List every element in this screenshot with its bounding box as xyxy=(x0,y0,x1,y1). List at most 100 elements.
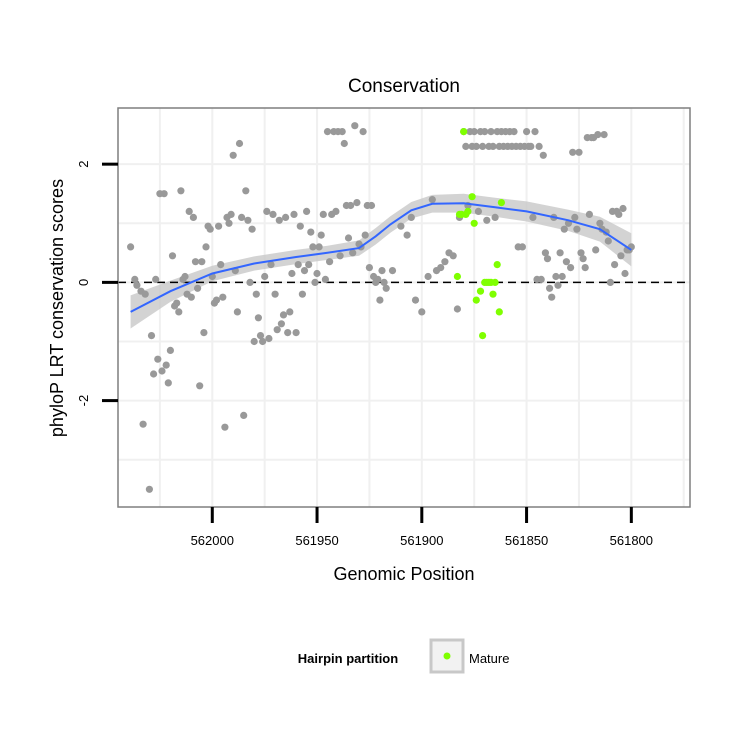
other-point xyxy=(194,284,202,292)
other-point xyxy=(191,258,200,266)
other-point xyxy=(145,485,153,493)
other-point xyxy=(535,142,543,150)
other-point xyxy=(254,314,262,322)
other-point xyxy=(225,219,233,227)
mature-point xyxy=(493,261,501,269)
other-point xyxy=(361,231,369,239)
other-point xyxy=(424,272,432,281)
other-point xyxy=(479,142,487,150)
other-point xyxy=(579,255,587,263)
other-point xyxy=(569,148,577,156)
other-point xyxy=(166,346,174,354)
other-point xyxy=(543,255,552,263)
other-point xyxy=(483,216,491,224)
other-point xyxy=(510,128,518,136)
other-point xyxy=(600,131,608,139)
mature-point xyxy=(470,219,478,227)
other-point xyxy=(554,281,562,289)
other-point xyxy=(336,252,344,260)
other-point xyxy=(267,261,275,269)
other-point xyxy=(531,128,539,136)
other-point xyxy=(571,213,579,221)
other-point xyxy=(581,264,589,272)
other-point xyxy=(546,284,554,292)
other-point xyxy=(238,213,246,221)
other-point xyxy=(160,190,168,198)
panel-border xyxy=(117,107,691,508)
other-point xyxy=(575,148,583,156)
other-point xyxy=(284,329,292,337)
other-point xyxy=(481,128,489,136)
other-point xyxy=(294,261,302,269)
other-point xyxy=(548,293,556,301)
other-point xyxy=(562,258,571,266)
other-point xyxy=(474,207,482,215)
other-point xyxy=(523,128,531,136)
other-point xyxy=(141,290,149,298)
other-point xyxy=(604,237,612,245)
other-point xyxy=(296,222,304,230)
other-point xyxy=(340,139,348,148)
other-point xyxy=(235,139,244,148)
other-point xyxy=(351,122,359,130)
other-point xyxy=(131,275,139,283)
y-axis: -2 0 2 xyxy=(76,161,118,407)
mature-point xyxy=(472,296,480,304)
other-point xyxy=(309,243,317,251)
other-point xyxy=(181,272,189,281)
other-point xyxy=(150,370,158,378)
other-point xyxy=(233,308,241,316)
mature-point xyxy=(453,272,461,281)
other-point xyxy=(300,267,309,275)
legend-label-mature: Mature xyxy=(469,651,509,666)
other-point xyxy=(219,293,227,301)
other-point xyxy=(227,210,235,218)
other-point xyxy=(282,213,290,221)
other-point xyxy=(527,142,535,150)
mature-point xyxy=(468,193,476,201)
mature-point xyxy=(464,207,472,215)
other-point xyxy=(279,311,288,319)
other-point xyxy=(489,142,497,150)
other-point xyxy=(212,296,221,304)
other-point xyxy=(198,258,206,266)
other-point xyxy=(168,252,177,260)
other-point xyxy=(338,128,346,136)
other-point xyxy=(271,290,279,298)
other-point xyxy=(286,308,294,316)
scatter-points xyxy=(127,122,635,493)
other-point xyxy=(529,213,537,221)
other-point xyxy=(470,128,478,136)
other-point xyxy=(611,261,619,269)
mature-point xyxy=(495,308,503,316)
other-point xyxy=(313,269,321,278)
x-tick-label: 561850 xyxy=(505,533,548,548)
other-point xyxy=(215,222,223,230)
other-point xyxy=(265,334,273,343)
y-axis-label: phyloP LRT conservation scores xyxy=(47,179,67,437)
other-point xyxy=(242,187,250,195)
other-point xyxy=(418,308,426,316)
other-point xyxy=(344,234,353,242)
other-point xyxy=(277,320,285,328)
other-point xyxy=(229,151,237,159)
other-point xyxy=(596,219,604,227)
other-point xyxy=(552,272,560,281)
other-point xyxy=(441,258,449,266)
other-point xyxy=(127,243,135,251)
other-point xyxy=(560,225,568,233)
other-point xyxy=(162,361,170,369)
y-tick-label: 0 xyxy=(76,279,91,286)
other-point xyxy=(594,131,602,139)
other-point xyxy=(388,267,397,275)
other-point xyxy=(487,128,495,136)
other-point xyxy=(200,329,208,337)
other-point xyxy=(307,228,315,236)
other-point xyxy=(539,151,547,159)
legend-key-mature-point xyxy=(443,652,451,660)
other-point xyxy=(347,201,355,210)
y-tick-label: -2 xyxy=(76,395,91,407)
other-point xyxy=(621,269,629,278)
mature-point xyxy=(460,128,468,136)
